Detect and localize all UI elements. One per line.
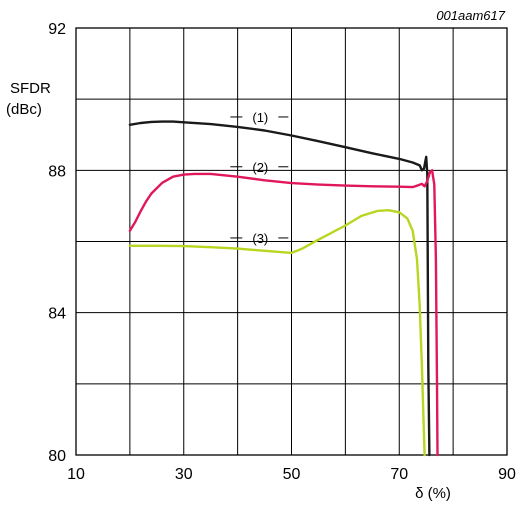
series-label-1: (1) xyxy=(252,110,268,125)
series-label-3: (3) xyxy=(252,231,268,246)
x-tick-labels: 10 30 50 70 90 xyxy=(67,466,516,483)
x-tick-label: 30 xyxy=(175,466,193,483)
x-tick-label: 50 xyxy=(283,466,301,483)
plot-frame xyxy=(75,27,508,456)
x-tick-label: 90 xyxy=(498,466,516,483)
x-tick-label: 70 xyxy=(390,466,408,483)
grid xyxy=(75,27,508,456)
figure-reference: 001aam617 xyxy=(436,8,505,23)
series-line-2 xyxy=(128,169,439,457)
series-annotations: (1) (2) (3) xyxy=(230,110,289,246)
x-axis-label: δ (%) xyxy=(415,485,451,502)
plot-border xyxy=(75,27,508,456)
series-lines xyxy=(128,120,439,457)
y-axis-label-line1: SFDR xyxy=(10,80,51,97)
series-label-2: (2) xyxy=(252,160,268,175)
series-line-1 xyxy=(128,120,431,457)
y-tick-label: 88 xyxy=(48,163,66,180)
x-tick-label: 10 xyxy=(67,466,85,483)
y-tick-labels: 80 84 88 92 xyxy=(48,21,66,465)
y-axis-label-line2: (dBc) xyxy=(6,101,42,118)
y-tick-label: 92 xyxy=(48,21,66,38)
y-tick-label: 80 xyxy=(48,448,66,465)
series-line-3 xyxy=(128,209,426,457)
y-tick-label: 84 xyxy=(48,306,66,323)
